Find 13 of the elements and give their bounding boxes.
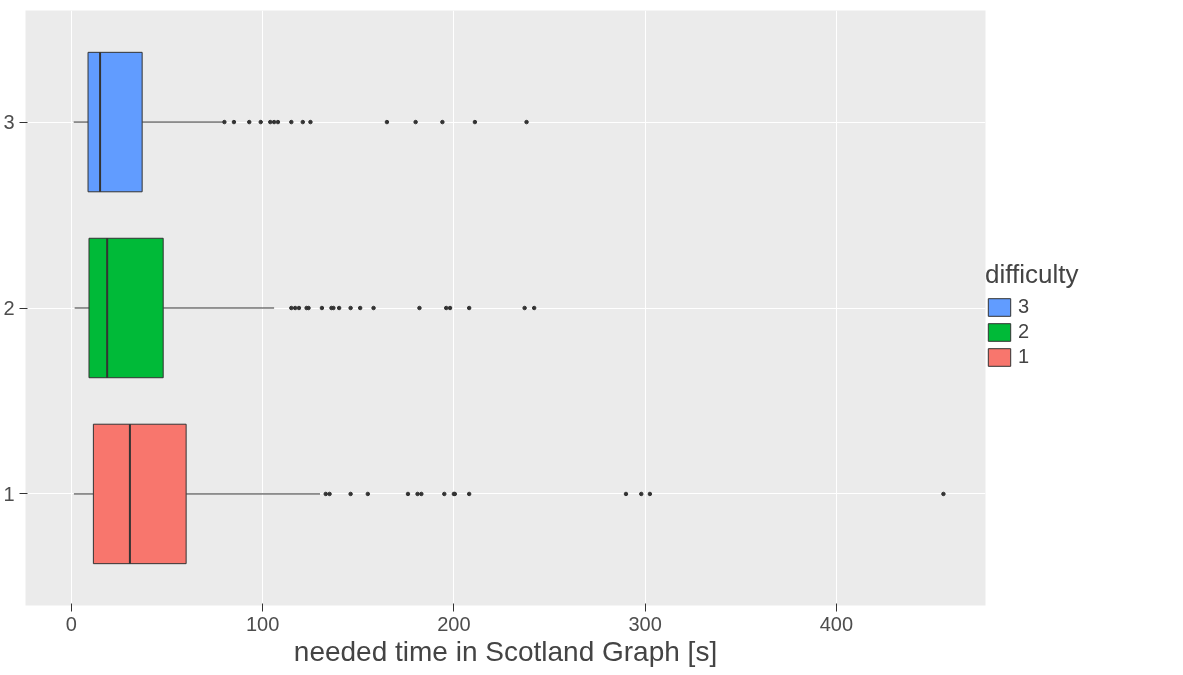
legend-title: difficulty: [985, 259, 1079, 290]
x-tick-label: 0: [65, 612, 77, 635]
legend-label: 1: [1018, 345, 1031, 368]
x-axis-title: needed time in Scotland Graph [s]: [293, 635, 718, 667]
x-tick-label: 300: [628, 612, 662, 635]
legend-label: 2: [1018, 320, 1031, 343]
x-tick-label: 200: [437, 612, 471, 635]
x-tick-label: 100: [245, 612, 280, 635]
y-tick-label: 2: [3, 297, 15, 319]
y-tick-label: 3: [3, 111, 15, 134]
x-tick-label: 400: [819, 612, 854, 635]
legend-label: 3: [1018, 295, 1031, 318]
y-tick-label: 1: [3, 482, 15, 505]
